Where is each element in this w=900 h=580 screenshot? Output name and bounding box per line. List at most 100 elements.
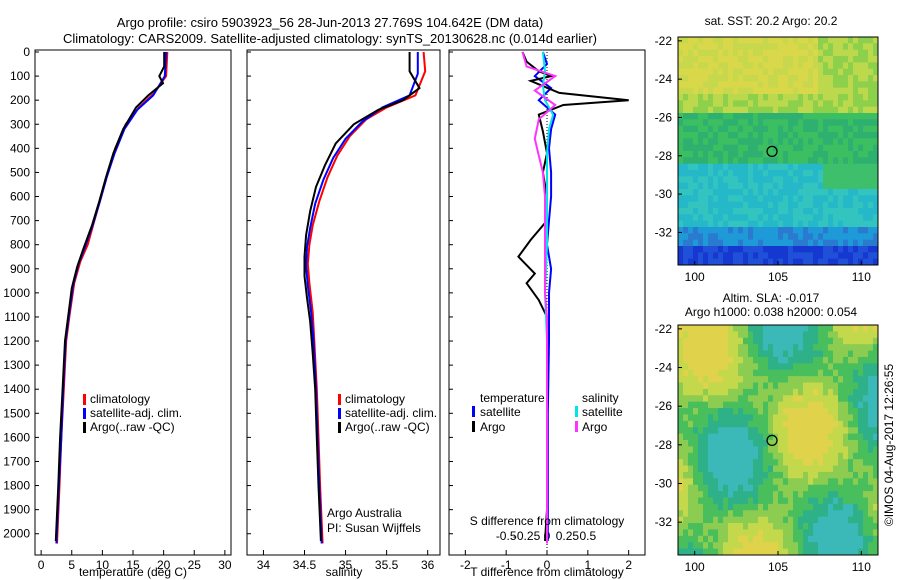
map-cell [698,420,704,428]
map-cell [693,138,699,146]
map-cell [828,420,834,428]
map-cell [868,125,874,133]
map-cell [778,523,784,530]
map-cell [783,195,789,203]
map-cell [863,395,869,403]
map-cell [808,87,814,95]
map-cell [843,542,849,550]
map-cell [783,201,789,209]
map-cell [693,356,699,364]
map-cell [868,106,874,114]
map-cell [793,408,799,415]
map-cell [718,100,724,108]
map-cell [823,176,829,184]
map-cell [718,376,724,383]
map-cell [848,337,854,345]
map-cell [773,201,779,209]
map-cell [768,433,774,441]
map-cell [778,510,784,518]
map-cell [828,144,834,152]
map-cell [798,535,804,543]
map-cell [773,337,779,345]
map-cell [843,201,849,209]
map-cell [788,138,794,146]
map-cell [688,176,694,184]
map-cell [753,182,759,190]
map-cell [838,535,844,543]
map-cell [758,529,764,537]
map-cell [678,465,684,473]
map-cell [738,388,744,396]
map-cell [753,132,759,139]
map-cell [768,43,774,51]
map-cell [748,497,754,505]
map-cell [833,363,839,371]
map-cell [733,246,739,253]
map-cell [843,344,849,351]
map-cell [743,94,749,101]
map-cell [788,497,794,505]
map-cell [748,510,754,518]
map-cell [678,170,684,177]
map-cell [818,344,824,351]
map-cell [723,452,729,460]
map-cell [698,408,704,415]
map-cell [808,144,814,152]
map-cell [683,113,689,120]
map-cell [763,459,769,466]
map-cell [863,350,869,358]
map-cell [868,201,874,209]
map-cell [773,106,779,114]
map-cell [853,491,859,498]
map-cell [798,356,804,364]
map-cell [818,478,824,486]
map-cell [843,433,849,441]
map-cell [793,157,799,165]
map-cell [853,427,859,435]
map-cell [763,75,769,82]
map-cell [873,189,879,196]
map-cell [708,344,714,351]
map-cell [768,388,774,396]
map-cell [678,227,684,234]
map-cell [708,182,714,190]
map-cell [833,132,839,139]
map-cell [833,138,839,146]
map-cell [723,408,729,415]
map-cell [693,369,699,377]
map-cell [758,510,764,518]
map-cell [863,189,869,196]
map-cell [803,157,809,165]
map-cell [798,459,804,466]
map-cell [743,408,749,415]
map-cell [713,446,719,454]
map-cell [763,401,769,409]
map-cell [688,208,694,215]
map-cell [798,37,804,44]
map-cell [738,37,744,44]
map-cell [733,510,739,518]
map-cell [853,43,859,51]
map-cell [858,497,864,505]
map-cell [748,37,754,44]
map-cell [683,395,689,403]
map-cell [693,252,699,260]
map-cell [863,446,869,454]
map-cell [763,491,769,498]
map-cell [853,503,859,511]
map-cell [853,214,859,222]
map-cell [843,170,849,177]
depth-tick-label: 0 [23,45,30,59]
map-cell [828,344,834,351]
map-cell [788,43,794,51]
map-cell [798,75,804,82]
map-cell [833,43,839,51]
map-cell [688,144,694,152]
map-cell [823,75,829,82]
map-cell [803,529,809,537]
map-cell [863,138,869,146]
map-cell [788,408,794,415]
map-cell [783,220,789,228]
map-cell [703,382,709,390]
map-cell [728,446,734,454]
